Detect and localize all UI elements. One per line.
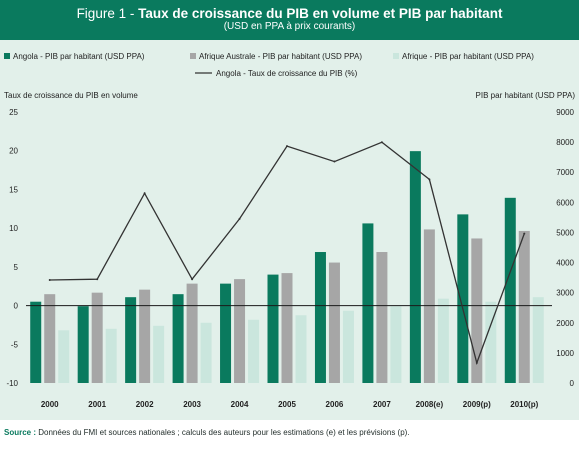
bar-s2-3 — [139, 289, 151, 383]
x-tick-5: 2004 — [231, 400, 249, 409]
figure-header: Figure 1 - Taux de croissance du PIB en … — [0, 0, 579, 40]
bar-s2-5 — [234, 279, 246, 383]
line-point-5 — [238, 217, 241, 220]
y-tick-right-2: 1000 — [556, 349, 574, 358]
x-tick-2: 2001 — [88, 400, 106, 409]
x-tick-4: 2003 — [183, 400, 201, 409]
source-text: Données du FMI et sources nationales ; c… — [38, 428, 410, 437]
y-tick-right-9: 8000 — [556, 138, 574, 147]
bar-s1-11 — [504, 197, 516, 383]
x-tick-9: 2008(e) — [416, 400, 444, 409]
legend-swatch-3 — [393, 53, 399, 59]
line-point-10 — [475, 361, 478, 364]
bar-s1-4 — [172, 294, 184, 383]
bar-s1-1 — [30, 301, 42, 383]
bar-s1-9 — [409, 151, 421, 383]
bar-s1-7 — [314, 252, 326, 383]
bar-s3-7 — [342, 310, 354, 383]
line-point-3 — [143, 192, 146, 195]
bar-s2-6 — [281, 273, 293, 383]
bar-s3-2 — [105, 328, 117, 383]
y-tick-left-1: -10 — [6, 379, 18, 388]
line-point-8 — [380, 141, 383, 144]
x-tick-3: 2002 — [136, 400, 154, 409]
y-tick-left-6: 15 — [9, 185, 18, 194]
x-tick-1: 2000 — [41, 400, 59, 409]
y-tick-right-1: 0 — [570, 379, 575, 388]
bar-s2-7 — [328, 262, 340, 383]
y-axis-right-label: PIB par habitant (USD PPA) — [476, 91, 576, 100]
bar-s3-1 — [58, 330, 70, 383]
bar-s3-9 — [437, 298, 449, 383]
bar-s3-3 — [153, 325, 165, 383]
chart-subtitle: (USD en PPA à prix courants) — [223, 21, 356, 32]
x-tick-10: 2009(p) — [463, 400, 491, 409]
y-tick-right-7: 6000 — [556, 198, 574, 207]
legend-label-3: Afrique - PIB par habitant (USD PPA) — [402, 52, 534, 61]
y-tick-left-5: 10 — [9, 224, 18, 233]
y-tick-right-4: 3000 — [556, 289, 574, 298]
y-tick-left-4: 5 — [14, 263, 19, 272]
bar-s1-6 — [267, 274, 279, 383]
bar-s3-6 — [295, 315, 307, 383]
y-tick-right-5: 4000 — [556, 259, 574, 268]
bar-s2-9 — [423, 229, 435, 383]
bar-s1-2 — [77, 306, 89, 383]
line-point-9 — [428, 178, 431, 181]
bar-s3-11 — [532, 297, 544, 383]
source-label: Source : — [4, 428, 37, 437]
legend-label-2: Afrique Australe - PIB par habitant (USD… — [199, 52, 362, 61]
line-point-6 — [286, 145, 288, 148]
line-point-1 — [48, 279, 51, 282]
legend-label-1: Angola - PIB par habitant (USD PPA) — [13, 52, 145, 61]
bar-s3-8 — [390, 306, 402, 383]
legend-label-4: Angola - Taux de croissance du PIB (%) — [216, 69, 358, 78]
bar-s2-8 — [376, 252, 388, 383]
line-point-7 — [333, 160, 336, 163]
y-tick-left-3: 0 — [14, 302, 19, 311]
bar-s3-5 — [248, 319, 260, 383]
legend-swatch-1 — [4, 53, 10, 59]
bar-s1-8 — [362, 223, 374, 383]
line-point-2 — [96, 278, 99, 281]
source-note: Source : Données du FMI et sources natio… — [4, 428, 410, 437]
y-tick-right-6: 5000 — [556, 228, 574, 237]
bar-s2-10 — [471, 238, 483, 383]
x-tick-8: 2007 — [373, 400, 391, 409]
line-point-11 — [523, 232, 526, 235]
y-tick-left-2: -5 — [11, 340, 19, 349]
bar-s1-3 — [125, 297, 137, 383]
bar-s2-2 — [91, 292, 103, 383]
bar-s2-1 — [44, 294, 56, 383]
bar-s3-10 — [485, 301, 497, 383]
y-tick-left-7: 20 — [9, 147, 18, 156]
y-tick-right-3: 2000 — [556, 319, 574, 328]
bar-s2-4 — [186, 283, 198, 383]
y-axis-left-label: Taux de croissance du PIB en volume — [4, 91, 138, 100]
bar-s2-11 — [518, 230, 530, 383]
line-point-4 — [191, 278, 194, 281]
x-tick-6: 2005 — [278, 400, 296, 409]
bar-s1-10 — [457, 214, 469, 383]
bar-s1-5 — [220, 283, 232, 383]
y-tick-right-10: 9000 — [556, 108, 574, 117]
bar-s3-4 — [200, 322, 212, 383]
x-tick-7: 2006 — [326, 400, 344, 409]
figure-label: Figure 1 - — [76, 6, 139, 21]
figure-title: Figure 1 - Taux de croissance du PIB en … — [0, 0, 579, 21]
chart-title: Taux de croissance du PIB en volume et P… — [138, 6, 503, 21]
y-tick-left-8: 25 — [9, 108, 18, 117]
y-tick-right-8: 7000 — [556, 168, 574, 177]
legend-swatch-2 — [190, 53, 196, 59]
x-tick-11: 2010(p) — [510, 400, 538, 409]
